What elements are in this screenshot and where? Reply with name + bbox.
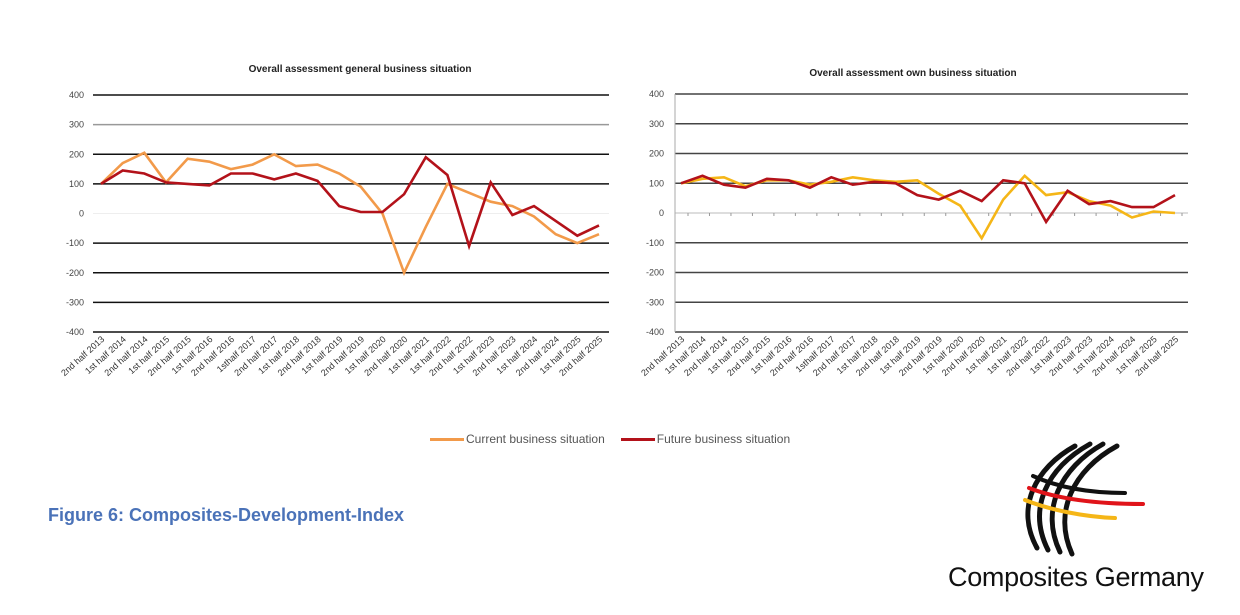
legend-label: Current business situation [466, 432, 605, 446]
series-line-future [100, 155, 600, 251]
y-tick-label: 0 [659, 208, 664, 218]
series-line-future [680, 174, 1176, 225]
y-tick-label: 100 [69, 179, 84, 189]
legend-label: Future business situation [656, 432, 791, 446]
y-tick-label: -100 [66, 238, 84, 248]
series-line-current [100, 151, 600, 277]
legend-swatch-current [430, 437, 464, 441]
chart-general-business-situation: Overall assessment general business situ… [59, 64, 609, 378]
y-tick-label: -200 [66, 268, 84, 278]
chart-title: Overall assessment own business situatio… [809, 68, 1016, 79]
logo-text: Composites Germany [948, 562, 1204, 592]
y-tick-label: -300 [646, 297, 664, 307]
y-tick-label: 200 [649, 149, 664, 159]
y-tick-label: 200 [69, 149, 84, 159]
legend-item-future: Future business situation [620, 432, 791, 446]
y-tick-label: -400 [646, 327, 664, 337]
y-tick-label: 300 [69, 120, 84, 130]
legend: Current business situation Future busine… [430, 432, 806, 446]
y-tick-label: -400 [66, 327, 84, 337]
chart-own-business-situation: Overall assessment own business situatio… [639, 68, 1188, 378]
y-tick-label: 400 [69, 90, 84, 100]
composites-germany-logo-icon [1023, 441, 1145, 557]
figure-caption: Figure 6: Composites-Development-Index [48, 505, 405, 525]
legend-swatch-future [620, 437, 655, 441]
y-tick-label: -200 [646, 268, 664, 278]
y-tick-label: 0 [79, 209, 84, 219]
legend-item-current: Current business situation [430, 432, 605, 446]
y-tick-label: 400 [649, 89, 664, 99]
y-tick-label: -100 [646, 238, 664, 248]
y-tick-label: 100 [649, 178, 664, 188]
charts-canvas: Overall assessment general business situ… [59, 64, 1188, 378]
y-tick-label: 300 [649, 119, 664, 129]
chart-title: Overall assessment general business situ… [249, 64, 472, 75]
series-line-current [680, 173, 1176, 241]
y-tick-label: -300 [66, 297, 84, 307]
